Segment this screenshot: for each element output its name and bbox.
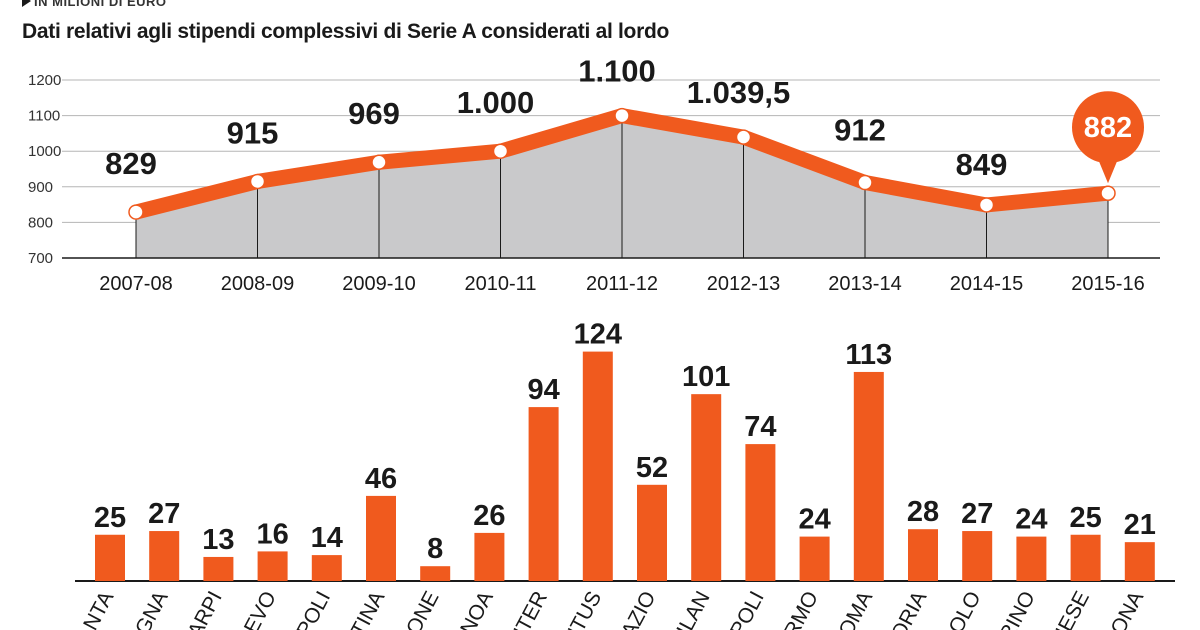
value-label: 1.000 xyxy=(457,85,535,120)
bar xyxy=(528,407,559,581)
category-label: RONA xyxy=(1099,588,1148,630)
highlight-value-label: 882 xyxy=(1084,112,1132,144)
bar-value-label: 94 xyxy=(527,374,559,406)
data-point xyxy=(1100,185,1116,201)
category-label: NTER xyxy=(505,588,552,630)
x-tick-label: 2009-10 xyxy=(342,273,415,295)
x-tick-label: 2015-16 xyxy=(1071,273,1144,295)
category-label: NOA xyxy=(456,588,498,630)
bar xyxy=(311,555,342,581)
bar-value-label: 24 xyxy=(1015,504,1047,536)
value-label: 1.100 xyxy=(578,54,656,89)
unit-kicker-text: IN MILIONI DI EURO xyxy=(34,0,167,9)
x-tick-label: 2012-13 xyxy=(707,273,780,295)
bar-value-label: 124 xyxy=(574,319,622,351)
category-label: NTUS xyxy=(559,588,606,630)
bar xyxy=(366,495,396,581)
value-label: 912 xyxy=(834,113,886,148)
bar xyxy=(257,551,288,581)
bar-value-label: 46 xyxy=(365,463,397,495)
category-label: IONE xyxy=(399,588,443,630)
category-label: OMA xyxy=(834,588,877,630)
category-label: OLO xyxy=(944,588,985,630)
bar-value-label: 25 xyxy=(1069,502,1101,534)
y-tick-label: 1200 xyxy=(28,72,61,89)
category-label: TINA xyxy=(347,588,390,630)
value-label: 829 xyxy=(105,146,157,181)
bar xyxy=(420,566,451,581)
bar xyxy=(908,529,938,581)
value-label: 1.039,5 xyxy=(687,75,790,110)
bar xyxy=(637,484,667,581)
x-tick-label: 2008-09 xyxy=(221,273,294,295)
y-tick-label: 900 xyxy=(28,179,53,196)
pin-badge xyxy=(1072,91,1144,164)
y-tick-label: 800 xyxy=(28,214,53,231)
bar xyxy=(149,531,180,581)
category-label: OGNA xyxy=(123,588,172,630)
category-label: ILAN xyxy=(672,588,714,630)
category-label: ORIA xyxy=(887,588,931,630)
data-point xyxy=(249,173,266,190)
category-label: POLI xyxy=(292,588,335,630)
category-label: ANTA xyxy=(73,588,119,630)
bar-value-label: 27 xyxy=(148,498,180,530)
bar-value-label: 26 xyxy=(473,500,505,532)
data-point xyxy=(614,107,630,124)
data-point xyxy=(735,129,752,145)
y-tick-label: 1000 xyxy=(28,143,61,160)
bar-value-label: 27 xyxy=(961,498,993,530)
data-point xyxy=(371,154,387,170)
category-label: POLI xyxy=(726,588,769,630)
category-label: RINO xyxy=(995,588,1040,630)
data-point xyxy=(128,204,144,220)
bar-value-label: 101 xyxy=(682,361,730,393)
category-label: ARPI xyxy=(183,588,226,630)
bar xyxy=(691,394,722,581)
triangle-icon xyxy=(22,0,31,7)
bar xyxy=(1016,536,1047,581)
x-tick-label: 2007-08 xyxy=(99,273,172,295)
category-label: IEVO xyxy=(237,588,281,630)
bar-value-label: 74 xyxy=(744,411,776,443)
bar xyxy=(745,444,776,581)
y-tick-label: 1100 xyxy=(28,108,60,125)
bar xyxy=(1124,542,1155,581)
data-point xyxy=(978,197,995,213)
bar xyxy=(203,556,234,581)
x-tick-label: 2014-15 xyxy=(950,273,1023,295)
y-tick-label: 700 xyxy=(28,250,53,267)
bar xyxy=(1070,534,1101,581)
category-label: NESE xyxy=(1047,588,1094,630)
bar-value-label: 8 xyxy=(427,533,443,565)
bar xyxy=(95,534,125,581)
bar xyxy=(474,532,505,581)
unit-kicker: IN MILIONI DI EURO xyxy=(22,0,167,9)
bar-value-label: 52 xyxy=(636,452,668,484)
bar-value-label: 16 xyxy=(256,518,288,550)
bar-value-label: 21 xyxy=(1124,509,1156,541)
bar-value-label: 24 xyxy=(798,504,830,536)
value-label: 915 xyxy=(227,115,279,150)
value-label: 849 xyxy=(956,147,1008,182)
bar-value-label: 113 xyxy=(845,339,892,371)
x-tick-label: 2013-14 xyxy=(828,273,901,295)
bar xyxy=(962,531,993,581)
x-tick-label: 2010-11 xyxy=(465,273,537,295)
data-point xyxy=(857,174,873,191)
value-label: 969 xyxy=(348,96,400,131)
category-label: AZIO xyxy=(617,588,660,630)
bar xyxy=(799,536,830,581)
bar-value-label: 28 xyxy=(907,496,939,528)
bar xyxy=(853,371,884,581)
bar-value-label: 14 xyxy=(311,522,343,554)
chart-subtitle: Dati relativi agli stipendi complessivi … xyxy=(22,20,670,43)
bar-value-label: 25 xyxy=(94,502,126,534)
x-tick-label: 2011-12 xyxy=(586,273,658,295)
bar xyxy=(582,351,613,581)
bar-value-label: 13 xyxy=(202,524,234,556)
data-point xyxy=(492,143,509,159)
category-label: RMO xyxy=(780,588,823,630)
